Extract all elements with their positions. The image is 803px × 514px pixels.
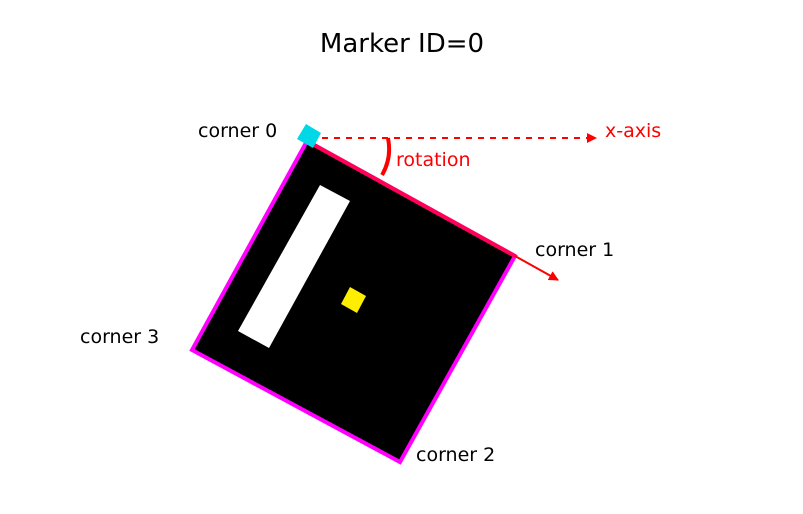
corner0-marker (297, 124, 321, 148)
center-marker (341, 287, 366, 313)
corner1-label: corner 1 (535, 239, 614, 261)
rotation-arc (380, 137, 392, 177)
marker-inner-bar (238, 185, 350, 348)
corner0-label: corner 0 (198, 120, 277, 142)
center-label: center (373, 283, 434, 305)
diagram-title: Marker ID=0 (320, 29, 484, 59)
corner2-label: corner 2 (416, 444, 495, 466)
x-axis-label: x-axis (605, 120, 661, 142)
edge-direction-arrow (514, 255, 559, 281)
corner3-label: corner 3 (80, 326, 159, 348)
top-edge (306, 139, 516, 258)
rotation-label: rotation (396, 149, 471, 171)
